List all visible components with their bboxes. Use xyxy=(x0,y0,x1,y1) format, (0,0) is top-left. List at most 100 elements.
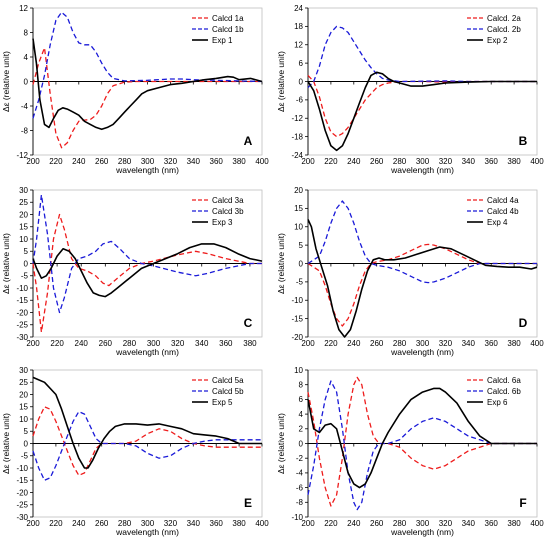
panel-c-panel-letter: C xyxy=(244,316,253,330)
panel-b-series-exp-2-line xyxy=(307,71,537,152)
panel-a-y-axis-label: Δε (relative unit) xyxy=(1,51,11,112)
panel-b-legend-label: Calcd. 2b xyxy=(487,25,521,34)
panel-d-series-exp-4-line xyxy=(307,219,538,338)
panel-f-xtick-label: 200 xyxy=(301,519,315,528)
panel-b-ytick-label: 18 xyxy=(294,22,303,31)
panel-a-ytick-label: 12 xyxy=(19,4,28,13)
panel-a-legend-label: Calcd 1a xyxy=(212,14,244,23)
panel-f-xtick-label: 300 xyxy=(416,519,430,528)
panel-f-legend-label: Calcd. 6a xyxy=(487,376,521,385)
panel-c-series-calcd-3b-line xyxy=(32,194,262,314)
panel-e-legend-label: Calcd 5a xyxy=(212,376,244,385)
panel-b-xtick-label: 240 xyxy=(347,157,361,166)
panel-e-xtick-label: 320 xyxy=(164,519,178,528)
panel-d-xtick-label: 240 xyxy=(347,339,361,348)
panel-c-legend-label: Exp 3 xyxy=(212,218,233,227)
panel-b-ytick-label: -24 xyxy=(291,151,303,160)
panel-a-xtick-label: 220 xyxy=(49,157,63,166)
panel-b-ytick-label: 24 xyxy=(294,4,303,13)
panel-d-xtick-label: 220 xyxy=(324,339,338,348)
panel-c-chart: -30 -25 -20 -15 -10 -5 0 5 10 15 20 25 30 200 220 240 26… xyxy=(1,186,263,357)
panel-f-series-exp-6-line xyxy=(307,387,537,489)
panel-e-xtick-label: 360 xyxy=(210,519,224,528)
panel-c-legend-label: Calcd 3a xyxy=(212,196,244,205)
panel-b-ytick-label: -6 xyxy=(296,96,304,105)
panel-a-x-axis-label: wavelength (nm) xyxy=(115,165,179,175)
panel-a-xtick-label: 360 xyxy=(210,157,224,166)
panel-d-series-calcd-4a-line xyxy=(307,243,537,327)
panel-e-ytick-label: -10 xyxy=(16,464,28,473)
panel-e-y-axis-label: Δε (relative unit) xyxy=(1,413,11,474)
panel-b-xtick-label: 400 xyxy=(530,157,544,166)
panel-e-ytick-label: -30 xyxy=(16,513,28,522)
panel-c-xtick-label: 320 xyxy=(171,339,185,348)
panel-e-chart: -30 -25 -20 -15 -10 -5 0 5 10 15 20 25 30 200 220 240 26… xyxy=(1,366,269,537)
panel-f-ytick-label: -10 xyxy=(291,513,303,522)
panel-d-series-calcd-4b-line xyxy=(307,200,537,284)
panel-a-xtick-label: 320 xyxy=(164,157,178,166)
panel-b-xtick-label: 340 xyxy=(462,157,476,166)
panel-c-ytick-label: -25 xyxy=(16,321,28,330)
panel-f-ytick-label: 4 xyxy=(299,410,304,419)
panel-f-ytick-label: 0 xyxy=(299,439,304,448)
panel-a-ytick-label: -8 xyxy=(21,126,29,135)
panel-c-ytick-label: 30 xyxy=(19,186,28,195)
panel-f-series-calcd-6b-line xyxy=(307,380,537,511)
panel-e-ytick-label: 25 xyxy=(19,378,28,387)
panel-c-xtick-label: 200 xyxy=(26,339,40,348)
panel-d-ytick-label: 0 xyxy=(299,259,304,268)
panel-e-ytick-label: -25 xyxy=(16,501,28,510)
panel-d-xtick-label: 300 xyxy=(416,339,430,348)
panel-b-ytick-label: 6 xyxy=(299,59,304,68)
panel-e-xtick-label: 400 xyxy=(255,519,269,528)
panel-a-xtick-label: 280 xyxy=(118,157,132,166)
panel-e-ytick-label: 5 xyxy=(24,427,29,436)
panel-c-x-axis-label: wavelength (nm) xyxy=(115,347,179,357)
panel-b-x-axis-label: wavelength (nm) xyxy=(390,165,454,175)
panel-e-ytick-label: 0 xyxy=(24,439,29,448)
panel-d-x-axis-label: wavelength (nm) xyxy=(390,347,454,357)
panel-f-ytick-label: 10 xyxy=(294,366,303,375)
panel-b-xtick-label: 220 xyxy=(324,157,338,166)
panel-f-ytick-label: -4 xyxy=(296,469,304,478)
panel-e-x-axis-label: wavelength (nm) xyxy=(115,527,179,537)
panel-f-series-calcd-6a-line xyxy=(307,376,537,507)
panel-c-legend-label: Calcd 3b xyxy=(212,207,244,216)
panel-c-ytick-label: -5 xyxy=(21,272,29,281)
panel-d-xtick-label: 280 xyxy=(393,339,407,348)
panel-d-legend-label: Exp 4 xyxy=(487,218,508,227)
panel-e-xtick-label: 220 xyxy=(49,519,63,528)
panel-b-xtick-label: 380 xyxy=(507,157,521,166)
panel-e-legend-label: Exp 5 xyxy=(212,398,233,407)
panel-e-xtick-label: 280 xyxy=(118,519,132,528)
panel-c-ytick-label: -10 xyxy=(16,284,28,293)
panel-f-legend-label: Calcd. 6b xyxy=(487,387,521,396)
panel-a-series-calcd-1a-line xyxy=(32,47,262,149)
panel-a-series-exp-1-line xyxy=(32,38,263,131)
panel-a-xtick-label: 380 xyxy=(232,157,246,166)
panel-c-ytick-label: -20 xyxy=(16,308,28,317)
panel-c-ytick-label: -15 xyxy=(16,296,28,305)
panel-c-xtick-label: 360 xyxy=(219,339,233,348)
panel-d-y-axis-label: Δε (relative unit) xyxy=(276,233,286,294)
panel-c-y-axis-label: Δε (relative unit) xyxy=(1,233,11,294)
panel-c-ytick-label: 10 xyxy=(19,235,28,244)
panel-a-legend-label: Calcd 1b xyxy=(212,25,244,34)
panel-c-ytick-label: 25 xyxy=(19,198,28,207)
panel-c-xtick-label: 260 xyxy=(99,339,113,348)
panel-b-xtick-label: 280 xyxy=(393,157,407,166)
panel-e-xtick-label: 260 xyxy=(95,519,109,528)
panel-b-xtick-label: 360 xyxy=(485,157,499,166)
panel-e-xtick-label: 380 xyxy=(232,519,246,528)
panel-a-ytick-label: -4 xyxy=(21,102,29,111)
panel-e-ytick-label: 10 xyxy=(19,415,28,424)
panel-a-ytick-label: 8 xyxy=(24,28,29,37)
panel-d-ytick-label: -20 xyxy=(291,333,303,342)
panel-c-series-exp-3-line xyxy=(32,243,263,298)
panel-b-ytick-label: 12 xyxy=(294,41,303,50)
panel-b-ytick-label: -12 xyxy=(291,114,303,123)
panel-b-xtick-label: 320 xyxy=(439,157,453,166)
panel-f-x-axis-label: wavelength (nm) xyxy=(390,527,454,537)
